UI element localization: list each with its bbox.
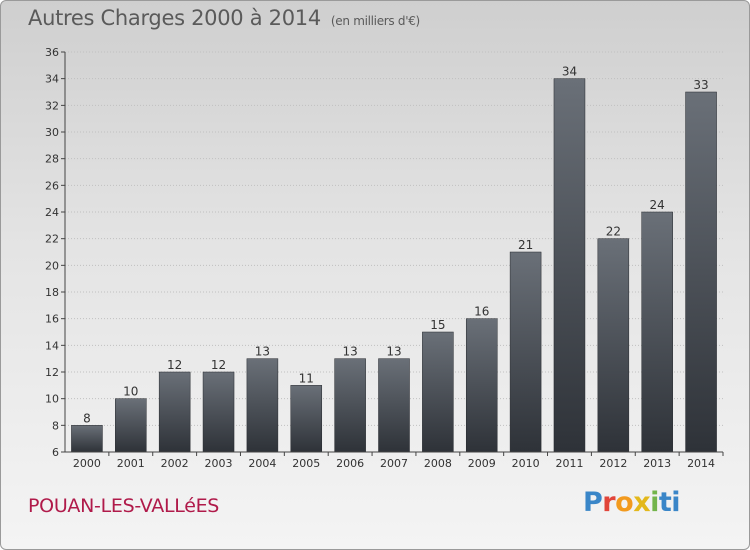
y-tick-label: 18 bbox=[45, 286, 59, 299]
x-tick-label: 2007 bbox=[380, 457, 408, 470]
y-tick-label: 24 bbox=[45, 206, 59, 219]
y-tick-label: 12 bbox=[45, 366, 59, 379]
data-label: 13 bbox=[255, 345, 270, 359]
bar bbox=[246, 358, 279, 453]
bar bbox=[685, 91, 717, 453]
x-tick-label: 2000 bbox=[73, 457, 101, 470]
data-label: 34 bbox=[562, 65, 577, 79]
chart-subtitle: (en milliers d'€) bbox=[330, 14, 420, 28]
bar bbox=[509, 251, 542, 453]
bar bbox=[290, 385, 323, 453]
chart-title-text: Autres Charges 2000 à 2014 bbox=[28, 6, 321, 30]
y-tick-label: 26 bbox=[45, 179, 59, 192]
data-label: 12 bbox=[211, 358, 226, 372]
x-tick-label: 2004 bbox=[248, 457, 276, 470]
y-tick-label: 32 bbox=[45, 99, 59, 112]
bar bbox=[465, 318, 498, 453]
y-tick-label: 22 bbox=[45, 233, 59, 246]
y-tick-label: 10 bbox=[45, 393, 59, 406]
data-label: 13 bbox=[342, 345, 357, 359]
y-tick-label: 34 bbox=[45, 73, 59, 86]
y-tick-label: 6 bbox=[52, 446, 59, 459]
logo-letter: x bbox=[633, 487, 651, 518]
logo-letter: P bbox=[583, 487, 603, 518]
bar bbox=[334, 358, 366, 453]
bar bbox=[641, 211, 673, 453]
bar bbox=[115, 398, 147, 453]
data-label: 16 bbox=[474, 305, 489, 319]
data-label: 12 bbox=[167, 358, 182, 372]
y-tick-label: 14 bbox=[45, 339, 59, 352]
logo-letter: ti bbox=[658, 487, 681, 518]
y-tick-label: 8 bbox=[52, 419, 59, 432]
x-tick-label: 2005 bbox=[292, 457, 320, 470]
bar bbox=[158, 371, 191, 453]
logo-letter: o bbox=[615, 487, 634, 518]
x-tick-label: 2010 bbox=[512, 457, 540, 470]
bar bbox=[597, 238, 630, 453]
data-label: 15 bbox=[430, 318, 445, 332]
x-tick-label: 2014 bbox=[687, 457, 715, 470]
y-tick-label: 20 bbox=[45, 259, 59, 272]
x-tick-label: 2012 bbox=[599, 457, 627, 470]
y-tick-label: 16 bbox=[45, 313, 59, 326]
x-tick-label: 2013 bbox=[643, 457, 671, 470]
town-name: POUAN-LES-VALLéES bbox=[28, 495, 220, 517]
chart-title: Autres Charges 2000 à 2014 (en milliers d… bbox=[28, 6, 420, 30]
x-tick-label: 2006 bbox=[336, 457, 364, 470]
bars bbox=[71, 78, 717, 453]
data-label: 13 bbox=[386, 345, 401, 359]
data-label: 33 bbox=[693, 78, 708, 92]
x-tick-label: 2008 bbox=[424, 457, 452, 470]
data-label: 8 bbox=[83, 411, 91, 425]
y-tick-label: 28 bbox=[45, 153, 59, 166]
data-label: 22 bbox=[606, 225, 621, 239]
x-tick-label: 2002 bbox=[161, 457, 189, 470]
data-labels: 8 10 12 12 13 11 13 13 15 16 21 34 22 24 33 bbox=[83, 65, 709, 426]
data-label: 24 bbox=[650, 198, 665, 212]
logo-letter: i bbox=[650, 487, 659, 518]
proxiti-logo: Proxiti bbox=[583, 487, 681, 518]
logo-letter: r bbox=[602, 487, 616, 518]
axes: 6 8 10 12 14 16 18 20 22 24 26 28 30 32 34 36 2000 2001 20… bbox=[45, 46, 724, 470]
data-label: 21 bbox=[518, 238, 533, 252]
data-label: 10 bbox=[123, 385, 138, 399]
bar bbox=[422, 331, 454, 453]
bar bbox=[202, 371, 235, 453]
data-label: 11 bbox=[299, 371, 314, 385]
x-tick-label: 2003 bbox=[205, 457, 233, 470]
x-tick-label: 2011 bbox=[555, 457, 583, 470]
y-tick-label: 30 bbox=[45, 126, 59, 139]
y-tick-label: 36 bbox=[45, 46, 59, 59]
x-tick-label: 2001 bbox=[117, 457, 145, 470]
bar bbox=[71, 425, 103, 453]
bar bbox=[553, 78, 586, 453]
bar bbox=[378, 358, 410, 453]
x-tick-label: 2009 bbox=[468, 457, 496, 470]
